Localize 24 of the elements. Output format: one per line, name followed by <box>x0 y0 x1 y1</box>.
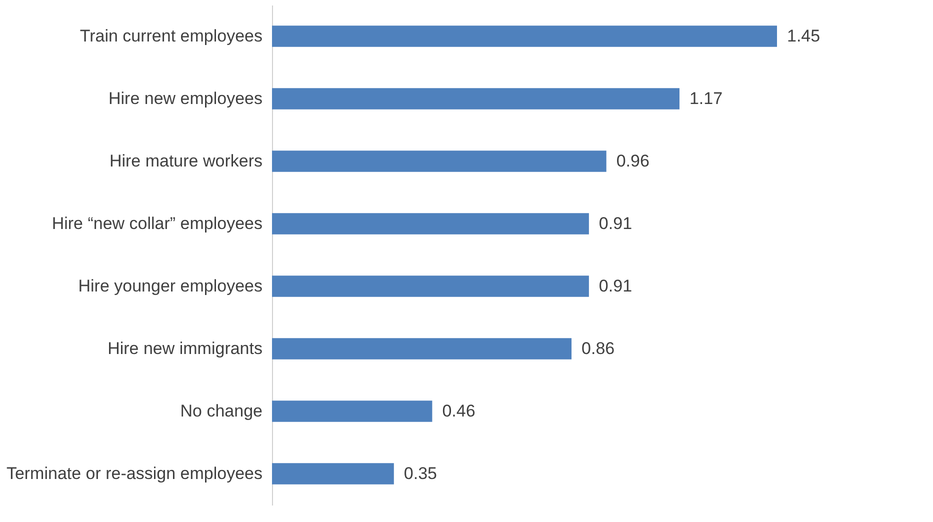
data-label: 1.17 <box>689 88 723 108</box>
y-tick-label: Hire new employees <box>108 88 262 108</box>
data-label: 0.86 <box>582 338 615 358</box>
bar <box>272 88 680 110</box>
bar <box>272 26 777 47</box>
bar <box>272 213 589 234</box>
y-tick-label: Hire new immigrants <box>108 338 262 358</box>
data-label: 0.91 <box>598 214 632 233</box>
data-label: 0.46 <box>442 401 476 420</box>
data-label: 0.35 <box>404 464 437 483</box>
y-tick-label: Hire “new collar” employees <box>52 214 262 233</box>
data-label: 0.96 <box>616 151 650 170</box>
y-tick-label: Hire younger employees <box>78 276 262 296</box>
bar <box>272 276 589 297</box>
data-label: 1.45 <box>787 26 820 46</box>
data-label: 0.91 <box>598 276 632 296</box>
y-tick-label: Train current employees <box>80 26 262 46</box>
y-tick-label: Hire mature workers <box>109 151 262 170</box>
bar <box>272 338 572 360</box>
y-tick-label: Terminate or re-assign employees <box>6 464 262 483</box>
bar <box>272 150 606 172</box>
bar <box>272 463 394 484</box>
y-tick-label: No change <box>180 401 262 420</box>
bar <box>272 400 432 422</box>
